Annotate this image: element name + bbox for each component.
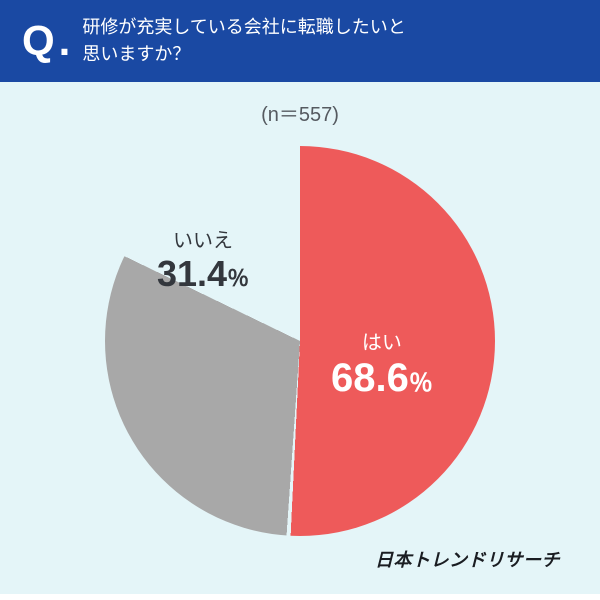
slice-label-no: いいえ31.4％: [157, 230, 249, 294]
slice-value: 68.6％: [331, 355, 433, 401]
q-letter: Q: [22, 20, 55, 62]
pie-circle: [105, 146, 495, 536]
sample-size: (n＝557): [0, 98, 600, 127]
slice-name: いいえ: [157, 230, 249, 253]
question-text: 研修が充実している会社に転職したいと思いますか？: [82, 14, 405, 68]
slice-name: はい: [331, 332, 433, 355]
chart-area: (n＝557) はい68.6％ いいえ31.4％ 日本トレンドリサーチ: [0, 82, 600, 594]
question-header: Q . 研修が充実している会社に転職したいと思いますか？: [0, 0, 600, 82]
q-dot: .: [59, 20, 71, 62]
credit-line: 日本トレンドリサーチ: [375, 546, 560, 572]
slice-label-yes: はい68.6％: [331, 332, 433, 401]
slice-value: 31.4％: [157, 253, 249, 294]
pie-chart: はい68.6％ いいえ31.4％: [105, 146, 495, 536]
